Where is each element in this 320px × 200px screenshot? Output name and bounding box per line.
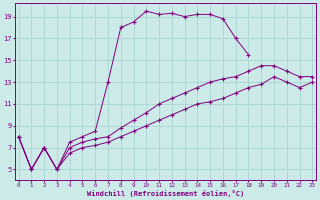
X-axis label: Windchill (Refroidissement éolien,°C): Windchill (Refroidissement éolien,°C) <box>87 190 244 197</box>
